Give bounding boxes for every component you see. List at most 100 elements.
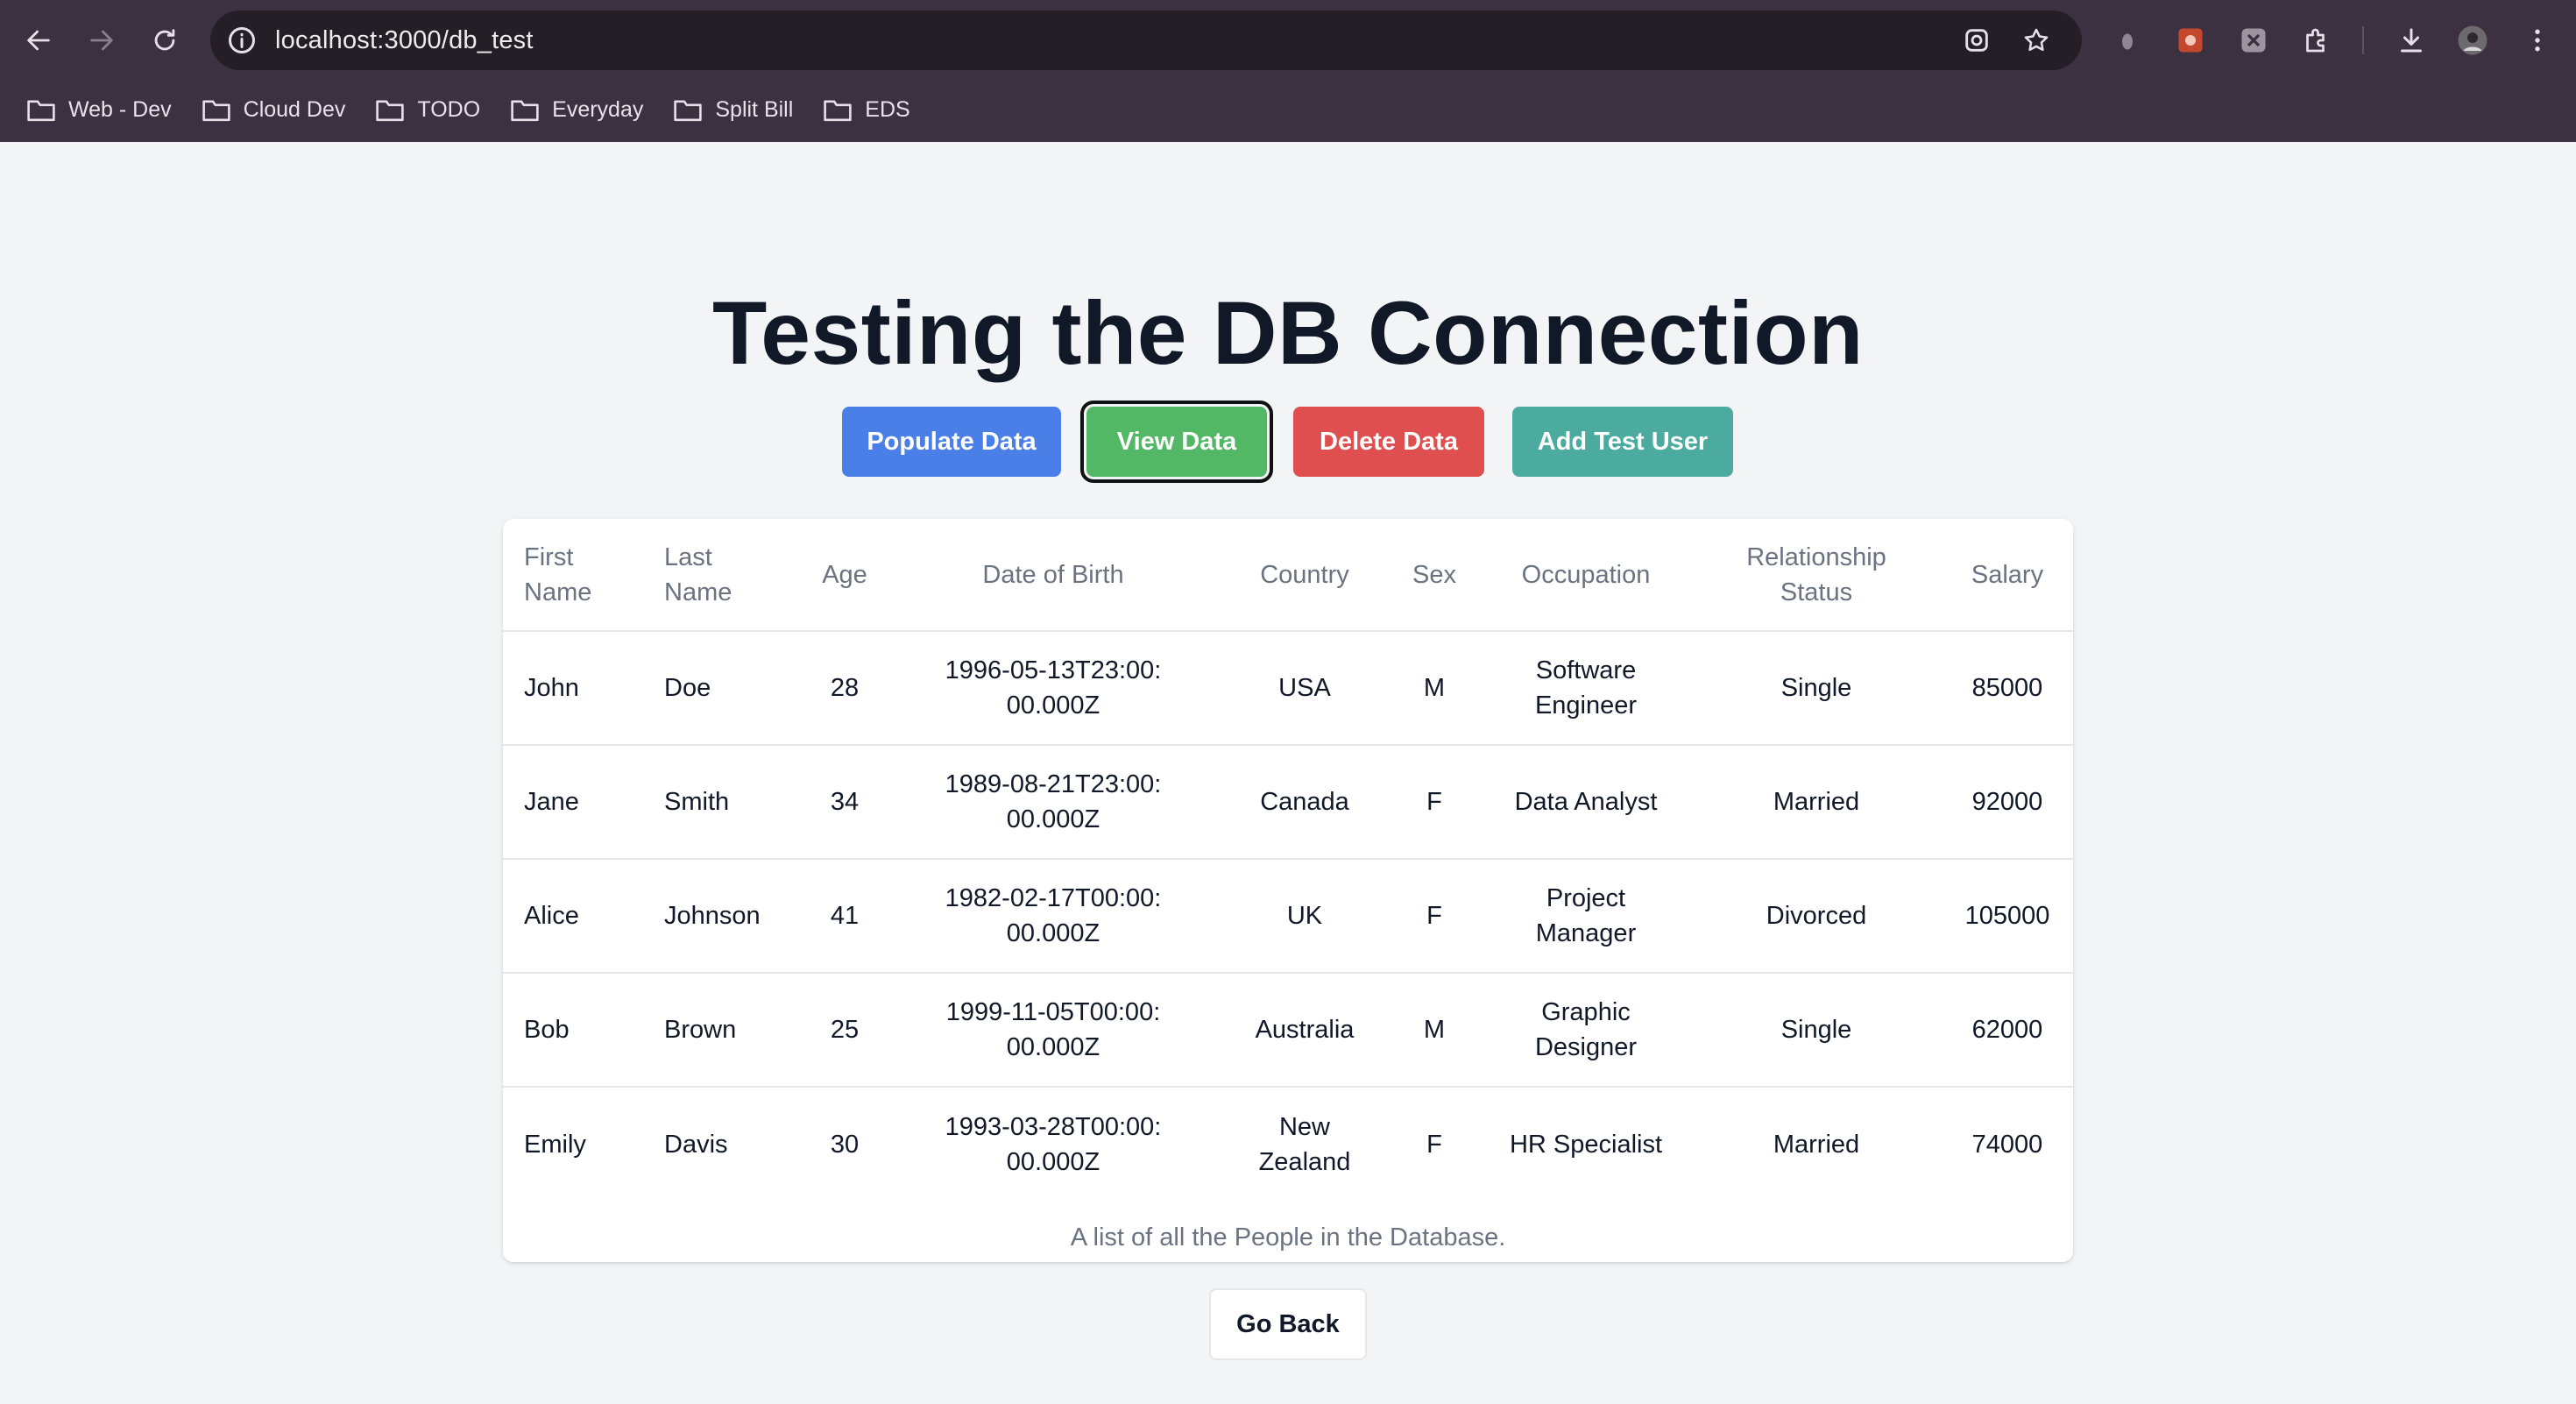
table-row: Bob Brown 25 1999-11-05T00:00:00.000Z Au…: [503, 973, 2073, 1088]
column-header: Last Name: [650, 519, 804, 632]
table-cell: M: [1388, 631, 1481, 746]
people-table-card: First Name Last Name Age Date of Birth C…: [503, 519, 2073, 1262]
column-header: Age: [804, 519, 885, 632]
table-cell: 1999-11-05T00:00:00.000Z: [885, 973, 1221, 1088]
table-cell: Graphic Designer: [1481, 973, 1691, 1088]
populate-data-button[interactable]: Populate Data: [842, 407, 1061, 477]
column-header: Relationship Status: [1691, 519, 1942, 632]
table-cell: Davis: [664, 1130, 728, 1159]
extension-red-icon[interactable]: [2169, 19, 2212, 61]
table-cell: 1996-05-13T23:00:00.000Z: [885, 631, 1221, 746]
extension-grey-icon[interactable]: [2106, 19, 2148, 61]
bookmark-folder[interactable]: TODO: [372, 88, 498, 131]
go-back-button[interactable]: Go Back: [1209, 1288, 1367, 1360]
table-cell: Emily: [524, 1130, 586, 1159]
bookmark-folder[interactable]: Cloud Dev: [198, 88, 364, 131]
table-header-row: First Name Last Name Age Date of Birth C…: [503, 519, 2073, 632]
folder-icon: [202, 100, 230, 122]
table-cell: 105000: [1942, 859, 2073, 974]
bookmark-folder[interactable]: Split Bill: [669, 88, 810, 131]
column-header: Country: [1221, 519, 1388, 632]
folder-icon: [824, 100, 852, 122]
view-data-button[interactable]: View Data: [1080, 401, 1273, 483]
table-cell: Canada: [1221, 745, 1388, 860]
table-cell: 28: [804, 631, 885, 746]
table-cell: John: [503, 631, 650, 746]
star-icon[interactable]: [2019, 23, 2054, 58]
bookmark-label: Split Bill: [715, 96, 794, 122]
url-text[interactable]: localhost:3000/db_test: [275, 26, 534, 54]
table-cell: 1993-03-28T00:00:00.000Z: [945, 1112, 1162, 1176]
table-cell: 92000: [1942, 745, 2073, 860]
download-icon[interactable]: [2390, 19, 2432, 61]
table-cell: 30: [830, 1130, 860, 1159]
bookmark-label: TODO: [417, 96, 481, 122]
add-test-user-button[interactable]: Add Test User: [1512, 407, 1733, 477]
google-lens-icon[interactable]: [1959, 23, 1994, 58]
bookmark-label: Web - Dev: [68, 96, 172, 122]
avatar[interactable]: [2452, 19, 2494, 61]
back-button[interactable]: [12, 14, 65, 67]
table-cell: Smith: [650, 745, 804, 860]
table-cell: Married: [1691, 745, 1942, 860]
table-cell: 74000: [1971, 1130, 2043, 1159]
table-cell: 34: [804, 745, 885, 860]
bookmarks-bar: Web - Dev Cloud Dev TODO Everyday Split …: [0, 88, 2576, 131]
bookmark-label: EDS: [865, 96, 910, 122]
table-cell: Bob: [503, 973, 650, 1088]
bookmark-folder[interactable]: Web - Dev: [23, 88, 189, 131]
folder-icon: [376, 100, 405, 122]
table-cell: Doe: [650, 631, 804, 746]
bookmark-label: Cloud Dev: [243, 96, 346, 122]
table-cell: Single: [1691, 973, 1942, 1088]
table-cell: 1989-08-21T23:00:00.000Z: [885, 745, 1221, 860]
browser-chrome: localhost:3000/db_test: [0, 0, 2576, 142]
table-cell: Divorced: [1691, 859, 1942, 974]
table-cell: M: [1388, 973, 1481, 1088]
table-cell: F: [1388, 745, 1481, 860]
column-header: Date of Birth: [885, 519, 1221, 632]
table-cell: Jane: [503, 745, 650, 860]
address-bar[interactable]: localhost:3000/db_test: [210, 11, 2082, 70]
column-header: First Name: [503, 519, 650, 632]
table-cell: Australia: [1221, 973, 1388, 1088]
people-table: First Name Last Name Age Date of Birth C…: [503, 519, 2073, 1201]
folder-icon: [511, 100, 539, 122]
page-content: Testing the DB Connection Populate Data …: [0, 142, 2576, 1404]
bookmark-folder[interactable]: Everyday: [506, 88, 661, 131]
table-row: Jane Smith 34 1989-08-21T23:00:00.000Z C…: [503, 745, 2073, 860]
column-header: Occupation: [1481, 519, 1691, 632]
forward-button[interactable]: [75, 14, 128, 67]
table-cell: 62000: [1942, 973, 2073, 1088]
folder-icon: [27, 100, 55, 122]
reload-button[interactable]: [138, 14, 191, 67]
arrow-left-icon: [27, 30, 50, 51]
table-caption: A list of all the People in the Database…: [1070, 1223, 1506, 1252]
table-cell: 41: [804, 859, 885, 974]
table-cell: F: [1426, 1130, 1442, 1159]
table-cell: Software Engineer: [1481, 631, 1691, 746]
bookmark-label: Everyday: [552, 96, 644, 122]
table-row: Emily Davis 30 1993-03-28T00:00:00.000Z …: [503, 1087, 2073, 1201]
column-header: Sex: [1388, 519, 1481, 632]
table-cell: UK: [1221, 859, 1388, 974]
table-cell: 1982-02-17T00:00:00.000Z: [885, 859, 1221, 974]
folder-icon: [674, 100, 703, 122]
page-title: Testing the DB Connection: [712, 283, 1864, 383]
table-cell: Project Manager: [1481, 859, 1691, 974]
table-row: John Doe 28 1996-05-13T23:00:00.000Z USA…: [503, 631, 2073, 746]
toolbar-divider: [2362, 26, 2364, 54]
delete-data-button[interactable]: Delete Data: [1293, 407, 1484, 477]
table-cell: 25: [804, 973, 885, 1088]
table-cell: 85000: [1942, 631, 2073, 746]
table-cell: New Zealand: [1258, 1112, 1351, 1176]
puzzle-icon[interactable]: [2296, 19, 2338, 61]
table-cell: Johnson: [650, 859, 804, 974]
extension-dark-icon[interactable]: [2233, 19, 2275, 61]
kebab-menu-icon[interactable]: [2516, 19, 2558, 61]
column-header: Salary: [1942, 519, 2073, 632]
table-cell: Alice: [503, 859, 650, 974]
bookmark-folder[interactable]: EDS: [819, 88, 927, 131]
info-icon[interactable]: [226, 25, 258, 56]
table-cell: Single: [1691, 631, 1942, 746]
